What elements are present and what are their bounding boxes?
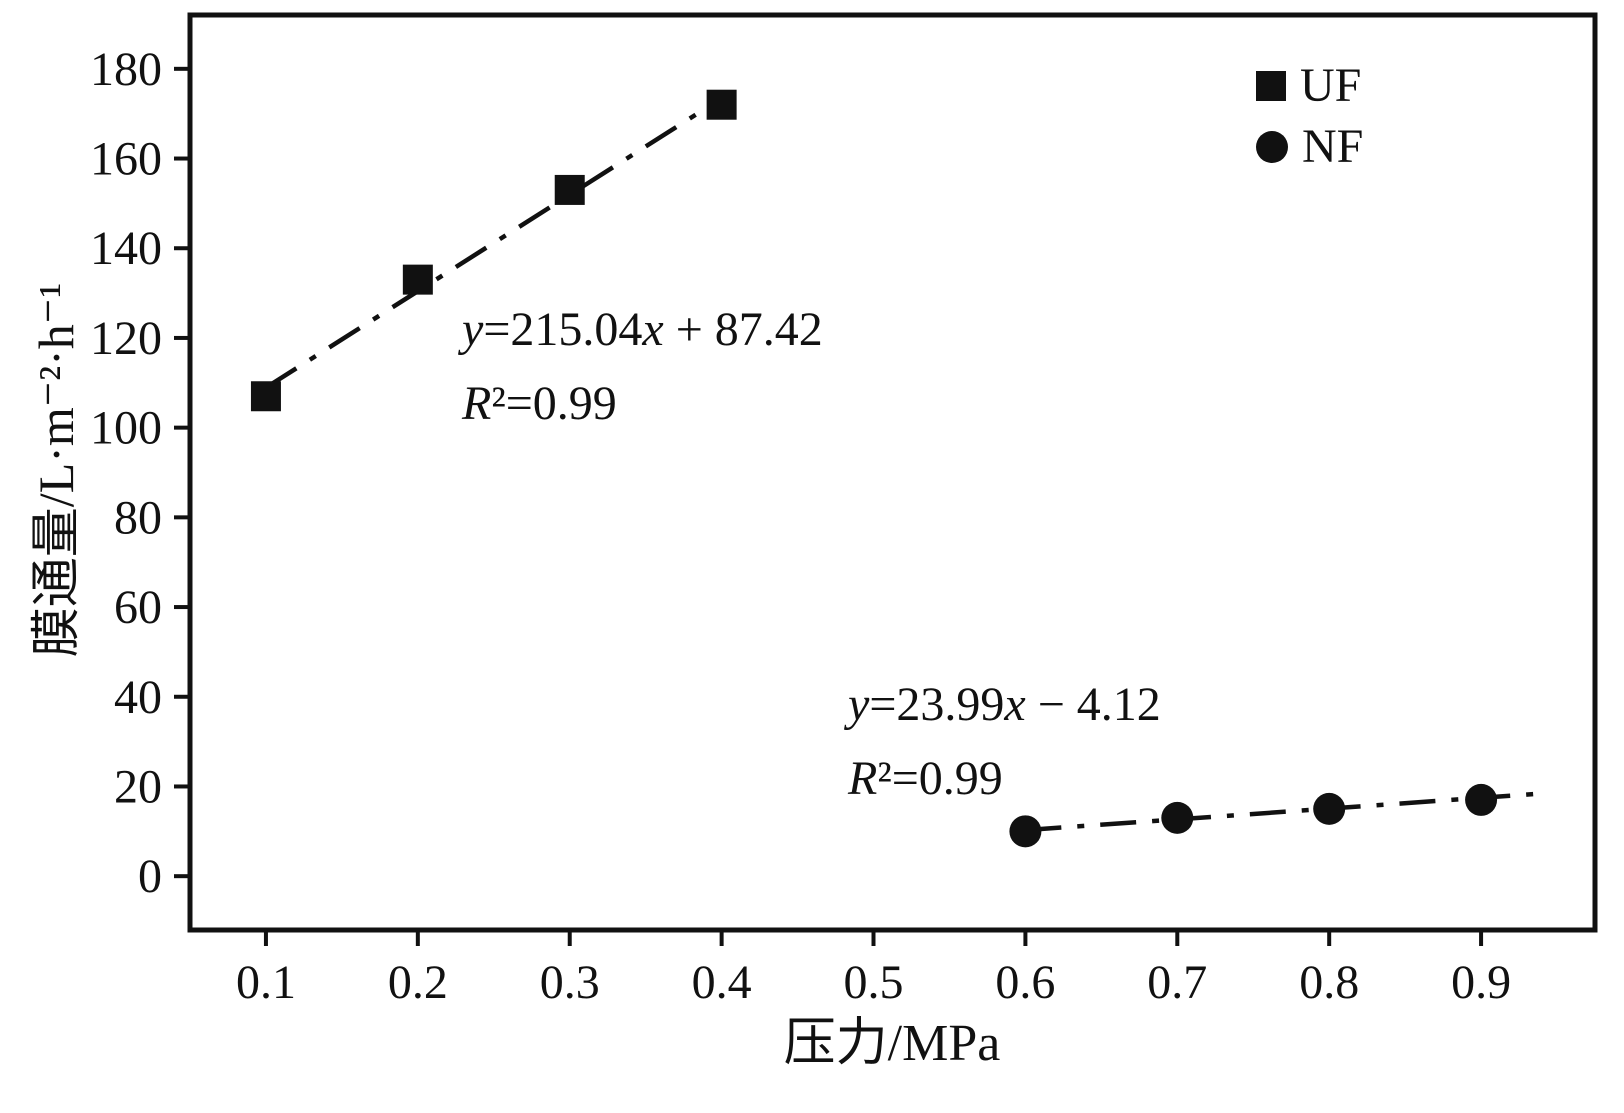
uf-equation: y=215.04x + 87.42 — [462, 303, 823, 356]
uf-trend-line — [264, 96, 723, 390]
uf-data-point — [554, 174, 585, 205]
x-axis-label: 压力/MPa — [783, 1015, 1001, 1072]
y-tick-label: 120 — [90, 312, 162, 365]
nf-data-point — [1009, 815, 1042, 848]
y-tick-label: 80 — [114, 491, 162, 544]
y-tick-label: 0 — [138, 850, 162, 903]
y-tick-label: 180 — [90, 43, 162, 96]
y-tick-label: 100 — [90, 402, 162, 455]
nf-r-squared: R²=0.99 — [848, 752, 1003, 805]
nf-data-point — [1161, 801, 1194, 834]
nf-equation: y=23.99x − 4.12 — [848, 678, 1161, 731]
legend-entry-nf: NF — [1256, 119, 1363, 174]
x-tick-label: 0.1 — [236, 956, 296, 1009]
nf-data-point — [1465, 783, 1498, 816]
y-tick-label: 140 — [90, 222, 162, 275]
x-tick-label: 0.3 — [540, 956, 600, 1009]
nf-data-point — [1313, 792, 1346, 825]
uf-square-marker-icon — [1256, 70, 1286, 101]
x-tick-label: 0.8 — [1299, 956, 1359, 1009]
x-tick-label: 0.7 — [1147, 956, 1207, 1009]
uf-data-point — [706, 89, 737, 120]
x-tick-label: 0.4 — [692, 956, 752, 1009]
y-axis-label: 膜通量/L·m⁻²·h⁻¹ — [28, 282, 84, 658]
uf-data-point — [402, 264, 433, 295]
legend: UF NF — [1256, 58, 1363, 174]
x-tick-label: 0.6 — [995, 956, 1055, 1009]
nf-circle-marker-icon — [1256, 130, 1288, 163]
uf-annotation: y=215.04x + 87.42 R²=0.99 — [462, 293, 823, 441]
nf-annotation: y=23.99x − 4.12 R²=0.99 — [848, 668, 1161, 816]
y-tick-label: 60 — [114, 581, 162, 634]
legend-entry-uf: UF — [1256, 58, 1363, 113]
uf-r-squared: R²=0.99 — [462, 377, 617, 430]
y-tick-label: 160 — [90, 133, 162, 186]
legend-label-nf: NF — [1302, 120, 1364, 173]
x-tick-label: 0.2 — [388, 956, 448, 1009]
x-tick-label: 0.9 — [1451, 956, 1511, 1009]
legend-label-uf: UF — [1300, 59, 1362, 112]
y-tick-label: 40 — [114, 671, 162, 724]
nf-trend-line — [1025, 791, 1535, 833]
y-tick-label: 20 — [114, 760, 162, 813]
x-tick-label: 0.5 — [844, 956, 904, 1009]
plot-frame — [187, 12, 1598, 933]
uf-data-point — [250, 381, 281, 412]
